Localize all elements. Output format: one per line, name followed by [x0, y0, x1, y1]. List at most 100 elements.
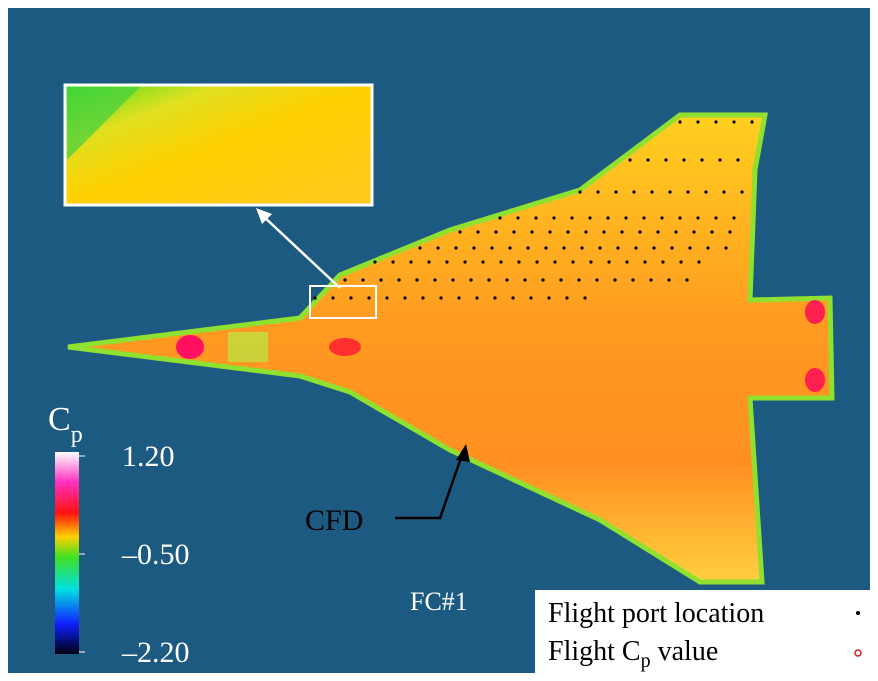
port-dot: [718, 158, 721, 161]
port-dot: [732, 120, 735, 123]
port-dot: [475, 296, 478, 299]
port-dot: [664, 158, 667, 161]
port-dot: [596, 190, 599, 193]
port-dot: [700, 158, 703, 161]
port-dot: [451, 278, 454, 281]
port-dot: [571, 260, 574, 263]
port-dot: [688, 246, 691, 249]
port-dot: [570, 216, 573, 219]
port-dot: [512, 230, 515, 233]
port-dot: [607, 260, 610, 263]
port-dot: [646, 158, 649, 161]
port-dot: [679, 260, 682, 263]
port-dot: [652, 246, 655, 249]
port-dot: [638, 230, 641, 233]
port-dot: [740, 190, 743, 193]
port-dot: [682, 158, 685, 161]
port-dot: [696, 120, 699, 123]
port-dot: [565, 296, 568, 299]
legend-label: Flight port location: [548, 598, 764, 629]
port-dot: [588, 216, 591, 219]
port-dot: [577, 278, 580, 281]
port-dot: [562, 246, 565, 249]
port-dot: [696, 216, 699, 219]
port-dot: [427, 260, 430, 263]
port-dot: [722, 190, 725, 193]
port-dot: [631, 278, 634, 281]
port-dot: [714, 216, 717, 219]
port-dot: [547, 296, 550, 299]
port-dot: [361, 278, 364, 281]
port-dot: [534, 216, 537, 219]
port-dot: [732, 216, 735, 219]
hot-spot: [805, 368, 825, 392]
port-dot: [692, 230, 695, 233]
figure: Cp 1.20–0.50–2.20 CFD FC#1 Flight port l…: [0, 0, 878, 681]
port-dot: [313, 296, 316, 299]
port-dot: [685, 278, 688, 281]
port-dot: [724, 246, 727, 249]
port-dot: [403, 296, 406, 299]
port-dot: [541, 278, 544, 281]
annotation: CFD: [305, 504, 363, 537]
port-dot: [548, 230, 551, 233]
port-dot: [516, 216, 519, 219]
port-dot: [385, 296, 388, 299]
port-dot: [728, 230, 731, 233]
port-dot: [678, 216, 681, 219]
port-dot: [454, 246, 457, 249]
port-dot: [409, 260, 412, 263]
port-dot: [660, 216, 663, 219]
port-dot: [620, 230, 623, 233]
port-dot: [499, 260, 502, 263]
port-dot: [498, 216, 501, 219]
port-dot: [566, 230, 569, 233]
port-dot: [661, 260, 664, 263]
port-dot: [343, 278, 346, 281]
colorbar-tick-label: 1.20: [122, 440, 175, 473]
port-dot: [642, 216, 645, 219]
port-dot: [391, 260, 394, 263]
legend-label: Flight Cp value: [548, 636, 718, 672]
port-dot: [397, 278, 400, 281]
port-dot: [736, 158, 739, 161]
port-dot: [457, 296, 460, 299]
port-dot: [481, 260, 484, 263]
port-dot: [415, 278, 418, 281]
port-dot: [476, 230, 479, 233]
port-dot: [584, 230, 587, 233]
port-dot: [580, 246, 583, 249]
port-dot: [421, 296, 424, 299]
port-dot: [697, 260, 700, 263]
port-dot: [331, 296, 334, 299]
port-dot: [436, 246, 439, 249]
port-dot: [373, 260, 376, 263]
port-dot: [544, 246, 547, 249]
port-dot: [529, 296, 532, 299]
port-dot: [750, 120, 753, 123]
hot-spot: [329, 338, 361, 356]
colorbar-tick-label: –0.50: [121, 538, 190, 571]
legend-symbol: [856, 611, 860, 615]
port-dot: [367, 296, 370, 299]
port-dot: [624, 216, 627, 219]
colorbar-tick-label: –2.20: [121, 636, 190, 669]
port-dot: [559, 278, 562, 281]
port-dot: [598, 246, 601, 249]
port-dot: [670, 246, 673, 249]
port-dot: [602, 230, 605, 233]
hot-spot: [228, 332, 268, 362]
port-dot: [379, 278, 382, 281]
port-dot: [552, 216, 555, 219]
port-dot: [589, 260, 592, 263]
port-dot: [493, 296, 496, 299]
port-dot: [523, 278, 526, 281]
port-dot: [530, 230, 533, 233]
port-dot: [606, 216, 609, 219]
annotation: FC#1: [410, 587, 468, 616]
port-dot: [595, 278, 598, 281]
port-dot: [469, 278, 472, 281]
colorbar: [55, 452, 79, 654]
port-dot: [674, 230, 677, 233]
port-dot: [553, 260, 556, 263]
